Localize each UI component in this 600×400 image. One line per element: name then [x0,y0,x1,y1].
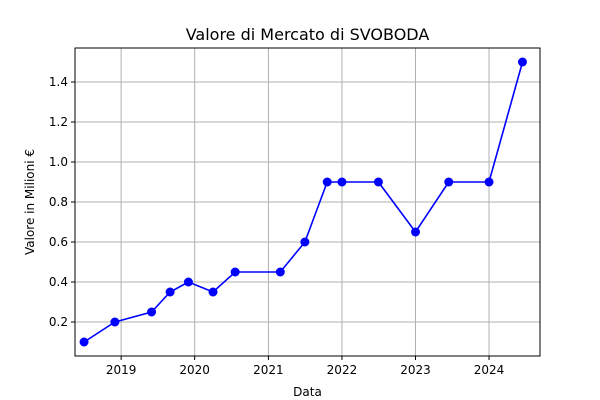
data-point [410,227,420,237]
data-point [517,57,527,67]
y-axis: 0.2 0.4 0.6 0.8 1.0 1.2 1.4 [49,75,75,329]
y-tick-label: 0.4 [49,275,68,289]
data-point [110,317,120,327]
x-axis-label: Data [293,385,322,399]
x-tick-label: 2019 [106,363,137,377]
x-tick-label: 2021 [253,363,284,377]
data-point [165,287,175,297]
chart-title: Valore di Mercato di SVOBODA [186,25,430,44]
data-point [322,177,332,187]
x-tick-label: 2020 [179,363,210,377]
x-tick-label: 2023 [400,363,431,377]
y-tick-label: 1.0 [49,155,68,169]
x-tick-label: 2024 [474,363,505,377]
y-tick-label: 0.2 [49,315,68,329]
y-tick-label: 1.2 [49,115,68,129]
x-tick-label: 2022 [327,363,358,377]
y-axis-label: Valore in Milioni € [23,149,37,255]
y-tick-label: 1.4 [49,75,68,89]
y-tick-label: 0.8 [49,195,68,209]
series-layer [79,57,527,347]
data-point [183,277,193,287]
x-axis: 2019 2020 2021 2022 2023 2024 [106,356,504,377]
data-point [147,307,157,317]
data-point [79,337,89,347]
data-point [208,287,218,297]
data-point [484,177,494,187]
series-line [83,61,524,343]
data-point [230,267,240,277]
data-point [337,177,347,187]
data-point [300,237,310,247]
data-point [373,177,383,187]
data-point [275,267,285,277]
y-tick-label: 0.6 [49,235,68,249]
data-point [444,177,454,187]
